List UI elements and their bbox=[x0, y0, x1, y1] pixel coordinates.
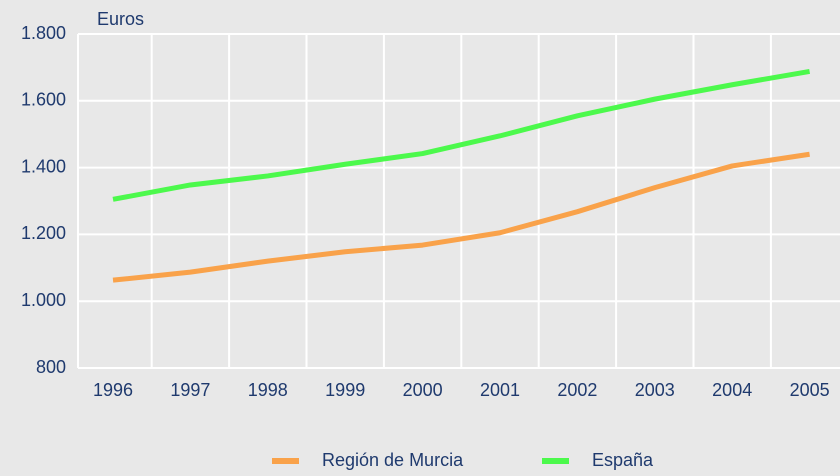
line bbox=[112, 68, 811, 202]
y-axis-label: Euros bbox=[97, 9, 144, 29]
y-tick-label: 800 bbox=[36, 357, 66, 377]
legend-label: Región de Murcia bbox=[322, 450, 464, 470]
x-tick-label: 2001 bbox=[480, 380, 520, 400]
y-tick-label: 1.400 bbox=[21, 156, 66, 176]
line bbox=[112, 151, 810, 283]
x-tick-label: 1998 bbox=[248, 380, 288, 400]
y-tick-label: 1.800 bbox=[21, 23, 66, 43]
x-tick-label: 1996 bbox=[93, 380, 133, 400]
legend-label: España bbox=[592, 450, 654, 470]
y-tick-label: 1.200 bbox=[21, 223, 66, 243]
x-tick-label: 2005 bbox=[790, 380, 830, 400]
x-tick-label: 1999 bbox=[325, 380, 365, 400]
x-tick-label: 1997 bbox=[170, 380, 210, 400]
y-tick-label: 1.000 bbox=[21, 290, 66, 310]
y-tick-label: 1.600 bbox=[21, 90, 66, 110]
x-tick-label: 2000 bbox=[403, 380, 443, 400]
x-tick-label: 2004 bbox=[712, 380, 752, 400]
x-tick-label: 2002 bbox=[557, 380, 597, 400]
x-tick-label: 2003 bbox=[635, 380, 675, 400]
